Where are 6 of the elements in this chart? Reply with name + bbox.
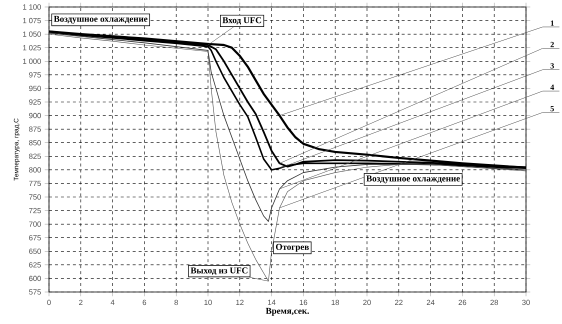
x-axis-title: Время,сек. <box>266 308 309 316</box>
annotation: Отогрев <box>276 244 309 252</box>
annotation: Вход UFC <box>222 17 262 25</box>
annotation: Воздушное охлаждение <box>54 16 148 24</box>
annotation: Воздушное охлаждение <box>366 176 460 184</box>
annotation: Выход из UFC <box>190 267 248 275</box>
